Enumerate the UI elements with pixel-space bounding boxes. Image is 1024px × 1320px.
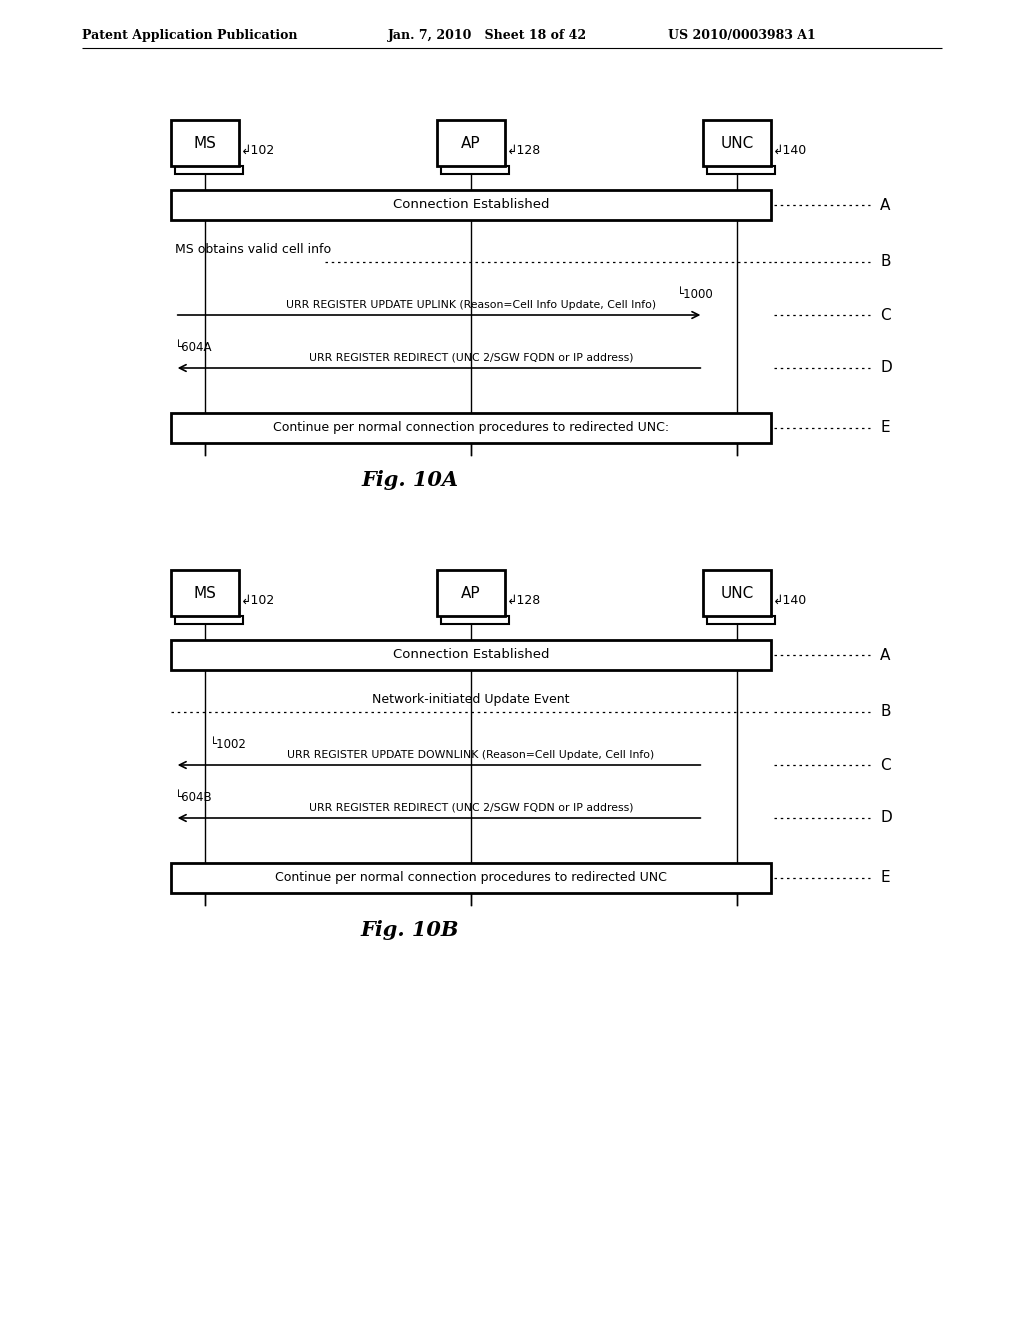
Text: └604B: └604B [175, 791, 212, 804]
Text: AP: AP [461, 586, 481, 601]
Text: MS obtains valid cell info: MS obtains valid cell info [175, 243, 331, 256]
Text: MS: MS [194, 586, 216, 601]
Bar [703, 570, 771, 616]
Bar [437, 570, 505, 616]
Bar [708, 166, 775, 174]
Text: A: A [880, 198, 891, 213]
Text: D: D [880, 810, 892, 825]
Text: └1002: └1002 [210, 738, 247, 751]
Text: Patent Application Publication: Patent Application Publication [82, 29, 298, 41]
Text: Continue per normal connection procedures to redirected UNC: Continue per normal connection procedure… [275, 871, 667, 884]
Bar [175, 166, 243, 174]
Text: URR REGISTER UPDATE UPLINK (Reason=Cell Info Update, Cell Info): URR REGISTER UPDATE UPLINK (Reason=Cell … [286, 300, 656, 310]
Text: Connection Established: Connection Established [393, 648, 549, 661]
Text: A: A [880, 648, 891, 663]
Bar [171, 570, 239, 616]
Text: URR REGISTER REDIRECT (UNC 2/SGW FQDN or IP address): URR REGISTER REDIRECT (UNC 2/SGW FQDN or… [309, 803, 633, 813]
Text: Jan. 7, 2010   Sheet 18 of 42: Jan. 7, 2010 Sheet 18 of 42 [388, 29, 587, 41]
Text: ↲140: ↲140 [773, 594, 808, 606]
Bar [441, 616, 509, 624]
Text: ↲128: ↲128 [507, 144, 542, 156]
Text: B: B [880, 705, 891, 719]
Text: Continue per normal connection procedures to redirected UNC:: Continue per normal connection procedure… [273, 421, 669, 434]
Text: Network-initiated Update Event: Network-initiated Update Event [373, 693, 569, 706]
Text: Fig. 10B: Fig. 10B [360, 920, 459, 940]
Bar [441, 166, 509, 174]
Bar [171, 190, 771, 220]
Text: Connection Established: Connection Established [393, 198, 549, 211]
Bar [175, 616, 243, 624]
Bar [171, 640, 771, 671]
Text: └604A: └604A [175, 341, 212, 354]
Text: US 2010/0003983 A1: US 2010/0003983 A1 [668, 29, 816, 41]
Bar [171, 863, 771, 894]
Text: ↲102: ↲102 [241, 594, 275, 606]
Text: C: C [880, 758, 891, 772]
Text: E: E [880, 870, 890, 886]
Text: MS: MS [194, 136, 216, 150]
Text: ↲128: ↲128 [507, 594, 542, 606]
Bar [171, 413, 771, 444]
Bar [171, 120, 239, 166]
Bar [708, 616, 775, 624]
Bar [437, 120, 505, 166]
Text: E: E [880, 421, 890, 436]
Text: C: C [880, 308, 891, 322]
Bar [703, 120, 771, 166]
Text: URR REGISTER REDIRECT (UNC 2/SGW FQDN or IP address): URR REGISTER REDIRECT (UNC 2/SGW FQDN or… [309, 352, 633, 363]
Text: └1000: └1000 [677, 288, 714, 301]
Text: UNC: UNC [721, 136, 754, 150]
Text: ↲140: ↲140 [773, 144, 808, 156]
Text: UNC: UNC [721, 586, 754, 601]
Text: URR REGISTER UPDATE DOWNLINK (Reason=Cell Update, Cell Info): URR REGISTER UPDATE DOWNLINK (Reason=Cel… [288, 750, 654, 760]
Text: D: D [880, 360, 892, 375]
Text: ↲102: ↲102 [241, 144, 275, 156]
Text: B: B [880, 255, 891, 269]
Text: Fig. 10A: Fig. 10A [361, 470, 459, 490]
Text: AP: AP [461, 136, 481, 150]
